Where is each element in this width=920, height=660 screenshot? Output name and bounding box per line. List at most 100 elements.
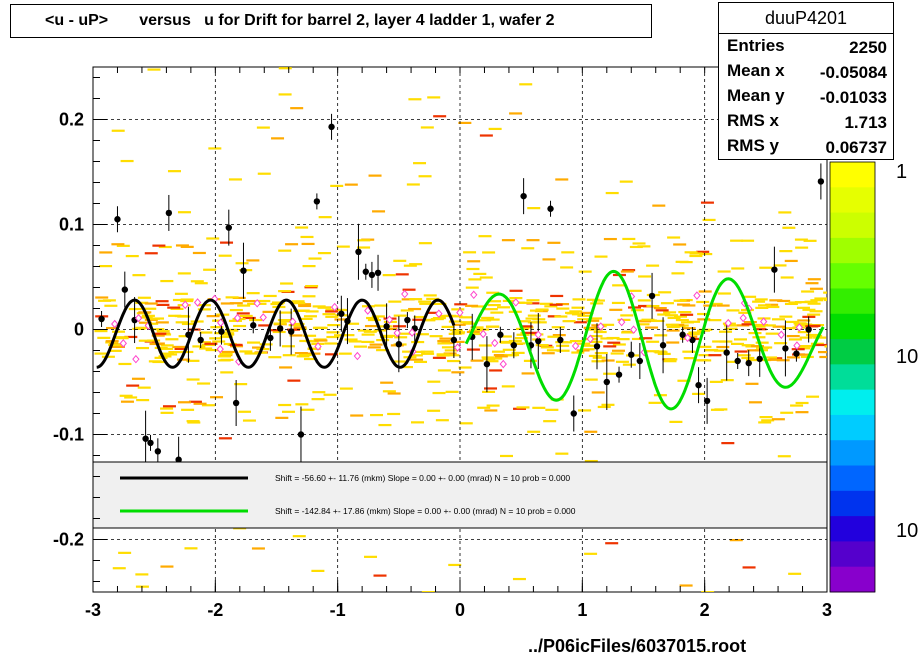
hist-bin — [197, 382, 211, 385]
hist-bin — [278, 93, 292, 96]
hist-bin — [188, 400, 202, 403]
hist-bin — [358, 329, 372, 332]
hist-bin — [810, 342, 824, 345]
hist-bin — [258, 324, 272, 327]
hist-bin — [242, 419, 256, 422]
hist-bin — [177, 401, 191, 404]
hist-bin — [601, 403, 615, 406]
hist-bin — [201, 404, 215, 407]
hist-bin — [237, 304, 251, 307]
hist-bin — [344, 183, 358, 186]
profile-diamond — [571, 341, 580, 351]
hist-bin — [393, 360, 407, 363]
profile-diamond — [330, 302, 339, 312]
hist-bin — [478, 344, 492, 347]
hist-bin — [115, 337, 129, 340]
hist-bin — [132, 274, 146, 277]
hist-bin — [295, 226, 309, 229]
hist-bin — [287, 379, 301, 382]
colorbar-cell — [830, 566, 875, 593]
profile-point — [383, 323, 390, 330]
hist-bin — [221, 333, 235, 336]
hist-bin — [577, 314, 591, 317]
profile-point — [142, 435, 149, 442]
profile-point — [756, 355, 763, 363]
hist-bin — [652, 204, 666, 207]
profile-point — [615, 371, 623, 378]
hist-bin — [714, 349, 728, 352]
hist-bin — [160, 344, 174, 347]
hist-bin — [637, 245, 651, 248]
hist-bin — [803, 239, 817, 242]
hist-bin — [784, 259, 798, 263]
hist-bin — [387, 392, 401, 395]
hist-bin — [589, 317, 603, 320]
hist-bin — [497, 306, 511, 309]
hist-bin — [252, 346, 266, 349]
hist-bin — [655, 309, 669, 312]
grid-lines — [93, 67, 827, 592]
hist-bin — [509, 296, 523, 300]
hist-bin — [458, 366, 472, 369]
hist-bin — [413, 315, 427, 319]
hist-bin — [680, 313, 694, 316]
hist-bin — [677, 303, 691, 306]
hist-bin — [654, 334, 668, 337]
hist-bin — [673, 315, 687, 318]
hist-bin — [124, 396, 138, 399]
hist-bin — [218, 254, 232, 257]
hist-bin — [588, 354, 602, 358]
hist-bin — [628, 289, 642, 292]
hist-bin — [741, 356, 755, 360]
hist-bin — [174, 347, 188, 350]
profile-diamond — [777, 330, 785, 340]
hist-bin — [673, 243, 687, 246]
hist-bin — [784, 302, 798, 306]
hist-bin — [168, 351, 182, 354]
hist-bin — [591, 324, 605, 327]
hist-bin — [645, 326, 659, 329]
hist-bin — [444, 349, 458, 352]
hist-bin — [218, 437, 232, 440]
hist-bin — [303, 334, 317, 337]
hist-bin — [525, 317, 539, 320]
hist-bin — [432, 356, 446, 359]
hist-bin — [181, 408, 195, 411]
hist-bin — [660, 302, 674, 305]
hist-bin — [777, 299, 791, 303]
hist-bin — [429, 335, 443, 338]
hist-bin — [387, 412, 401, 416]
hist-bin — [484, 409, 498, 412]
hist-bin — [299, 317, 313, 321]
hist-bin — [448, 332, 462, 335]
hist-bin — [281, 319, 295, 322]
hist-bin — [395, 273, 409, 276]
profile-diamond — [253, 299, 261, 308]
profile-point — [225, 224, 232, 231]
hist-bin — [729, 539, 743, 542]
hist-bin — [603, 345, 617, 348]
hist-bin — [752, 300, 766, 303]
hist-bin — [454, 303, 468, 306]
hist-bin — [186, 420, 200, 423]
hist-bin — [94, 352, 108, 355]
profile-diamond — [289, 317, 297, 326]
profile-diamond — [618, 317, 626, 327]
hist-bin — [714, 408, 728, 411]
hist-bin — [771, 318, 785, 321]
hist-bin — [97, 336, 111, 339]
hist-bin — [527, 314, 541, 317]
hist-bin — [298, 303, 312, 306]
hist-bin — [199, 331, 213, 334]
colorbar-cell — [830, 313, 875, 340]
hist-bin — [666, 341, 680, 344]
hist-bin — [664, 358, 678, 361]
hist-bin — [648, 401, 662, 404]
profile-point — [218, 328, 225, 335]
colorbar-cell — [830, 237, 875, 264]
colorbar-cell — [830, 339, 875, 365]
hist-bin — [594, 351, 608, 355]
fit-curve-green — [464, 269, 825, 411]
hist-bin — [262, 310, 276, 313]
hist-bin — [296, 355, 310, 358]
